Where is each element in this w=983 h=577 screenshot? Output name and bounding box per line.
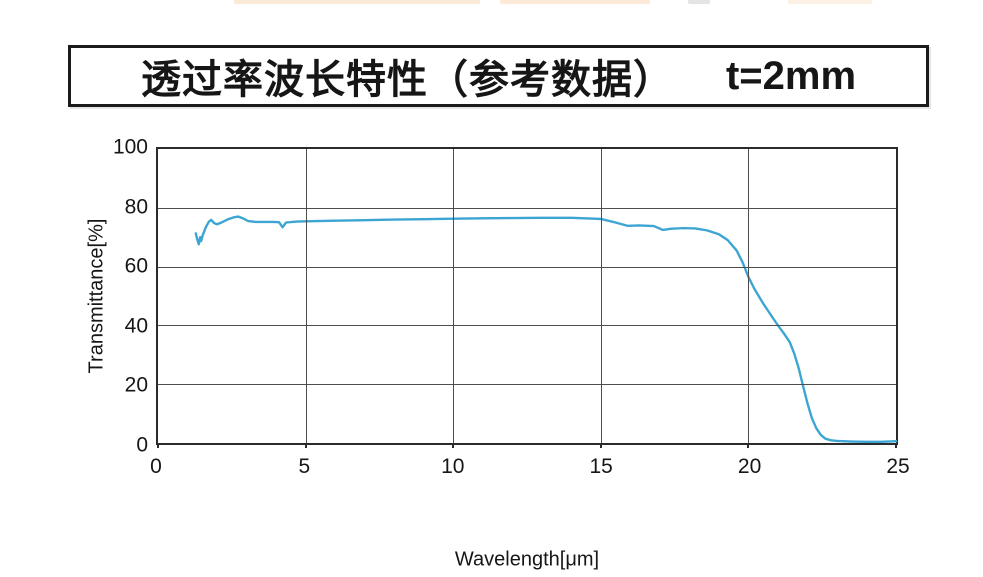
x-tick-label: 10 — [441, 455, 465, 478]
y-tick-label: 100 — [112, 135, 148, 159]
transmittance-curve — [194, 215, 898, 443]
thickness-spec: t=2mm — [725, 53, 857, 98]
x-tick-mark — [452, 443, 455, 448]
y-tick-label: 40 — [124, 314, 148, 338]
x-tick-label: 0 — [150, 455, 162, 478]
plot-area — [156, 147, 898, 448]
y-tick-label: 20 — [124, 373, 148, 397]
x-tick-label: 20 — [737, 455, 762, 478]
cropped-orange-bar — [500, 0, 650, 4]
transmittance-chart-svg — [194, 215, 898, 443]
y-tick-label: 0 — [136, 433, 148, 457]
chart-title-box: 透过率波长特性（参考数据） t=2mm — [68, 45, 929, 107]
x-tick-label: 15 — [589, 455, 613, 478]
horizontal-gridline — [158, 266, 896, 268]
vertical-gridline — [305, 149, 307, 443]
vertical-gridline — [453, 149, 455, 443]
x-tick-mark — [895, 443, 897, 448]
y-tick-label: 80 — [124, 195, 148, 219]
x-axis-title: Wavelength[μm] — [454, 548, 600, 571]
cropped-orange-bar — [234, 0, 480, 4]
x-tick-mark — [747, 443, 750, 448]
x-tick-label: 25 — [886, 455, 910, 478]
x-tick-mark — [599, 443, 602, 448]
x-axis-tick-labels: 0 5 10 15 20 25 — [150, 455, 910, 480]
horizontal-gridline — [158, 384, 896, 386]
y-axis-tick-labels: 0 20 40 60 80 100 — [102, 137, 148, 456]
vertical-gridline — [600, 149, 602, 443]
x-tick-label: 5 — [298, 455, 311, 478]
vertical-gridline — [748, 149, 750, 443]
x-tick-mark — [157, 443, 159, 448]
x-tick-mark — [304, 443, 307, 448]
cropped-gray-bar — [688, 0, 710, 4]
horizontal-gridline — [158, 207, 896, 209]
y-tick-label: 60 — [124, 254, 148, 278]
cropped-orange-bar — [788, 0, 872, 4]
cropped-content-artifact — [0, 0, 983, 5]
y-axis-title: Transmittance[%] — [85, 218, 108, 374]
horizontal-gridline — [158, 325, 896, 327]
chart-title: 透过率波长特性（参考数据） — [140, 58, 674, 102]
